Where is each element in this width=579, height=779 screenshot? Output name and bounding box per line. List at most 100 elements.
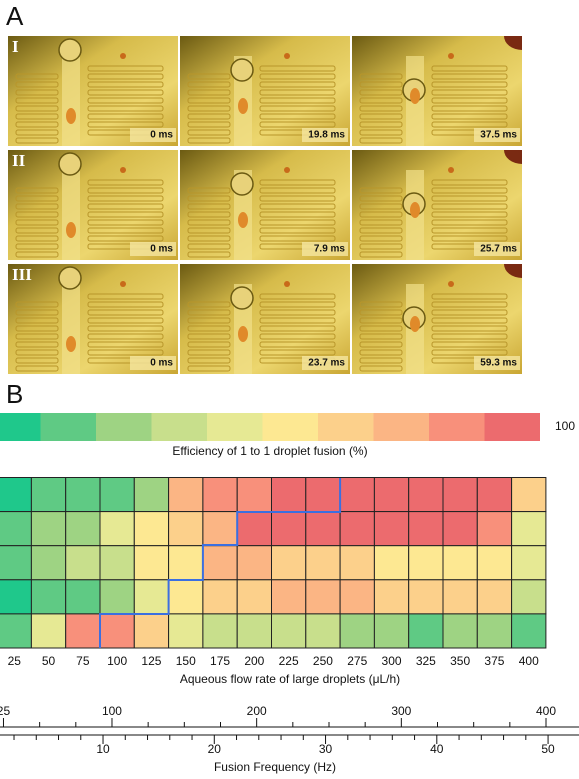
channel-stripe [431,325,508,332]
main-channel [62,284,80,374]
channel-stripe [87,235,164,242]
channel-stripe [87,187,164,194]
channel-stripe [259,211,336,218]
x3-tick-label: 50 [541,742,555,756]
time-label: 19.8 ms [308,130,345,141]
channel-stripe [187,365,231,372]
large-droplet [58,152,82,176]
drop [120,53,126,59]
channel-stripe [15,73,59,80]
channel-stripe [259,121,336,128]
channel-stripe [431,203,508,210]
main-channel [62,170,80,260]
channel-stripe [431,113,508,120]
channel-stripe [359,105,403,112]
channel-stripe [187,195,231,202]
heatmap-cell [133,511,170,547]
channel-stripe [15,243,59,250]
channel-stripe [187,317,231,324]
micrograph [8,36,178,146]
heatmap-cell [271,545,307,581]
channel-stripe [15,211,59,218]
heatmap-cell [0,511,32,547]
time-bg [474,356,520,370]
channel-stripe [87,227,164,234]
heatmap-cell [30,477,67,513]
channel-stripe [187,89,231,96]
channel-stripe [87,73,164,80]
large-droplet [58,38,82,62]
channel-stripe [87,333,164,340]
x-tick-label: 25 [8,654,22,668]
channel-stripe [359,129,403,136]
channel-stripe [15,227,59,234]
time-label: 37.5 ms [480,130,517,141]
channel-stripe [431,81,508,88]
time-label: 7.9 ms [314,244,346,255]
heatmap-cell [99,613,135,649]
channel-stripe [87,97,164,104]
time-bg [302,356,348,370]
time-bg [474,128,520,142]
heatmap-cell [65,545,101,581]
heatmap-cell [511,511,547,547]
heatmap-cell [339,477,375,513]
heatmap-cell [202,545,238,581]
channel-stripe [15,219,59,226]
heatmap-cell [236,477,272,513]
micrograph [180,36,350,146]
channel-stripe [87,113,164,120]
heatmap-cell [408,613,444,649]
channel-stripe [359,203,403,210]
drop [448,53,454,59]
large-droplet [230,286,254,310]
channel-stripe [431,73,508,80]
heatmap-cell [133,613,170,649]
small-droplet [66,222,76,238]
heatmap-cell [442,477,478,513]
heatmap-cell [133,579,170,615]
channel-stripe [259,341,336,348]
panel-label: A [6,1,24,31]
channel-stripe [359,227,403,234]
colorbar-bin [318,413,374,441]
channel-stripe [15,195,59,202]
x-tick-label: 400 [519,654,539,668]
x-tick-label: 300 [382,654,402,668]
channel-stripe [187,219,231,226]
heatmap-cell [339,613,375,649]
channel-stripe [15,357,59,364]
heatmap-cell [442,579,478,615]
heatmap-cell [271,613,307,649]
heatmap-cell [476,579,513,615]
channel-stripe [259,97,336,104]
heatmap-cell [30,579,67,615]
channel-stripe [359,137,403,144]
drop [284,53,290,59]
row-label: II [12,151,26,170]
time-bg [302,128,348,142]
channel-stripe [359,81,403,88]
micrograph [180,150,350,260]
channel-stripe [431,65,508,72]
channel-stripe [87,89,164,96]
channel-stripe [431,179,508,186]
heatmap-cell [373,579,410,615]
heatmap-cell [373,511,410,547]
channel-stripe [259,227,336,234]
heatmap-cell [168,511,204,547]
drop [120,281,126,287]
heatmap-cell [305,579,341,615]
x2-tick-label: 100 [102,704,122,718]
channel-stripe [259,301,336,308]
heatmap-cell [202,511,238,547]
heatmap-cell [408,511,444,547]
heatmap-cell [202,477,238,513]
micrograph [352,264,522,374]
x2-tick-label: 25 [0,704,10,718]
heatmap-cell [236,613,272,649]
channel-stripe [359,97,403,104]
heatmap-cell [99,579,135,615]
colorbar-bin [96,413,152,441]
heatmap-cell [236,579,272,615]
